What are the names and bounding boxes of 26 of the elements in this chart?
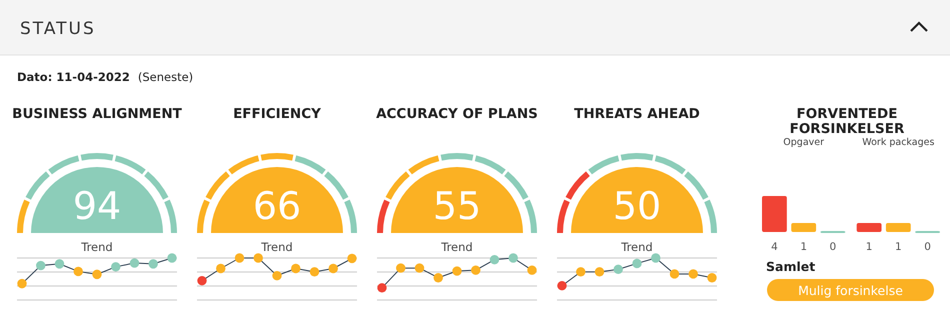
text: BUSINESS ALIGNMENT	[12, 106, 183, 122]
text: EFFICIENCY	[233, 106, 322, 122]
data-label: 1	[894, 241, 902, 253]
text: Mulig forsinkelse	[798, 283, 904, 298]
data-label: 1	[800, 241, 808, 253]
text: Dato: 11-04-2022	[17, 70, 130, 84]
text: THREATS AHEAD	[574, 106, 700, 122]
chart-title: Trend	[260, 240, 293, 254]
x-tick-label: Opgaver	[783, 137, 824, 148]
chart-title: FORVENTEDE FORSINKELSER	[790, 106, 905, 137]
text: 94	[72, 184, 122, 228]
data-label: 4	[771, 241, 778, 253]
x-tick-label: Work packages	[862, 137, 934, 148]
text: 66	[252, 184, 302, 228]
data-label: 0	[830, 241, 836, 253]
chart-title: Trend	[80, 240, 113, 254]
data-label: 1	[866, 241, 872, 253]
chart-title: Trend	[620, 240, 653, 254]
text: ACCURACY OF PLANS	[376, 106, 538, 122]
text: 50	[612, 184, 662, 228]
chart-title: Trend	[440, 240, 473, 254]
data-label: 0	[924, 241, 931, 253]
text: 55	[432, 184, 482, 228]
text: Samlet	[766, 259, 816, 274]
text: STATUS	[20, 19, 96, 39]
text: (Seneste)	[138, 70, 194, 84]
